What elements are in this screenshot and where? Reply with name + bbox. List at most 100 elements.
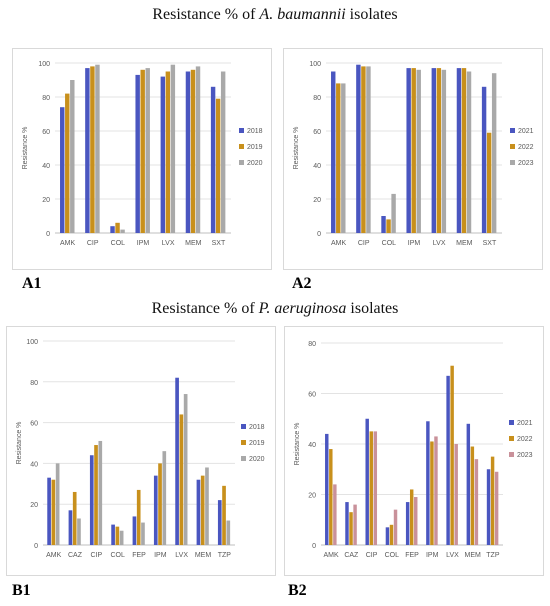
bar <box>385 527 390 545</box>
chart-a1: 0 20 40 60 80 100 Resistance % AMK CIP COL IPM LVX M… <box>22 61 263 247</box>
bar <box>491 73 497 233</box>
bar <box>68 510 73 545</box>
x-tick-label: MEM <box>464 552 481 559</box>
bar <box>456 68 462 233</box>
bar <box>226 520 231 545</box>
y-axis-label: Resistance % <box>294 423 301 466</box>
y-tick-label: 100 <box>309 61 321 68</box>
x-tick-label: IPM <box>408 240 421 247</box>
x-tick-label: MEM <box>456 240 473 247</box>
bar <box>215 98 221 233</box>
bar <box>95 64 100 233</box>
bar <box>411 68 416 233</box>
x-tick-label: LVX <box>162 240 175 247</box>
panel-label-b1: B1 <box>12 582 31 599</box>
y-tick-label: 40 <box>30 461 38 468</box>
legend-swatch <box>509 452 514 457</box>
bar <box>77 518 81 545</box>
legend-entry: 2021 <box>517 420 533 427</box>
y-tick-label: 80 <box>313 95 321 102</box>
y-tick-label: 100 <box>38 61 50 68</box>
bar <box>481 86 487 233</box>
bar <box>136 489 141 545</box>
x-tick-label: TZP <box>218 552 232 559</box>
bar <box>393 509 398 545</box>
x-tick-label: AMK <box>46 552 62 559</box>
bar <box>325 433 329 545</box>
legend-entry: 2022 <box>518 144 534 151</box>
y-tick-label: 80 <box>42 95 50 102</box>
bar <box>140 69 145 233</box>
y-tick-label: 40 <box>313 163 321 170</box>
panel-a1: 0 20 40 60 80 100 Resistance % AMK CIP COL IPM LVX M… <box>12 48 272 270</box>
panel-label-a2: A2 <box>292 275 312 292</box>
bar <box>115 526 120 545</box>
y-tick-label: 40 <box>42 163 50 170</box>
legend-entry: 2022 <box>517 436 533 443</box>
bar <box>416 69 421 233</box>
panel-label-a1: A1 <box>22 275 42 292</box>
bar <box>386 219 391 233</box>
bar <box>183 394 188 545</box>
x-tick-label: COL <box>111 240 126 247</box>
bar <box>461 68 467 233</box>
legend-swatch <box>510 128 515 133</box>
bar <box>329 449 333 545</box>
y-tick-label: 20 <box>313 197 321 204</box>
bar <box>486 132 492 233</box>
bar <box>345 502 349 545</box>
bar <box>333 484 337 545</box>
bar <box>426 421 430 545</box>
bar <box>70 80 75 233</box>
x-tick-label: COL <box>382 240 397 247</box>
bar <box>190 69 196 233</box>
bar <box>170 64 176 233</box>
bar <box>141 522 145 545</box>
bar <box>98 440 103 545</box>
legend-entry: 2020 <box>249 456 265 463</box>
y-tick-label: 20 <box>30 502 38 509</box>
panel-label-b2: B2 <box>288 582 307 599</box>
bar <box>72 491 77 545</box>
x-tick-label: CIP <box>87 240 99 247</box>
bar <box>414 497 418 545</box>
chart-b1: 0 20 40 60 80 100 Resistance % AMK CAZ CIP COL FEP I… <box>16 339 265 559</box>
bar <box>391 193 396 233</box>
y-tick-label: 80 <box>30 380 38 387</box>
bar <box>119 530 124 545</box>
bar <box>490 456 495 545</box>
bar <box>115 222 120 233</box>
bar <box>409 489 414 545</box>
bar <box>389 524 394 545</box>
bar <box>220 71 226 233</box>
title-p-aeruginosa: Resistance % of P. aeruginosa isolates <box>151 300 399 317</box>
bar <box>450 365 454 545</box>
y-tick-label: 0 <box>34 543 38 550</box>
bar <box>153 475 158 545</box>
bar <box>356 64 361 233</box>
bar <box>158 463 162 545</box>
bar <box>486 469 491 545</box>
legend-swatch <box>239 160 244 165</box>
x-tick-label: LVX <box>433 240 446 247</box>
bar <box>135 74 140 234</box>
bar <box>369 431 373 545</box>
y-tick-label: 60 <box>313 129 321 136</box>
legend-entry: 2019 <box>247 144 263 151</box>
legend-entry: 2018 <box>249 424 265 431</box>
bar <box>55 463 60 545</box>
legend-swatch <box>509 436 514 441</box>
legend-entry: 2023 <box>518 160 534 167</box>
x-tick-label: MEM <box>195 552 212 559</box>
x-tick-label: CAZ <box>68 552 83 559</box>
x-tick-label: SXT <box>483 240 497 247</box>
y-axis-label: Resistance % <box>16 422 23 465</box>
bar <box>373 431 378 545</box>
bar <box>110 226 115 233</box>
bar <box>47 477 51 545</box>
panel-a2: 0 20 40 60 80 100 Resistance % AMK CIP COL IPM LVX M… <box>283 48 543 270</box>
y-tick-label: 60 <box>30 421 38 428</box>
bar <box>85 68 90 233</box>
bar <box>196 479 201 545</box>
bar <box>205 467 209 545</box>
